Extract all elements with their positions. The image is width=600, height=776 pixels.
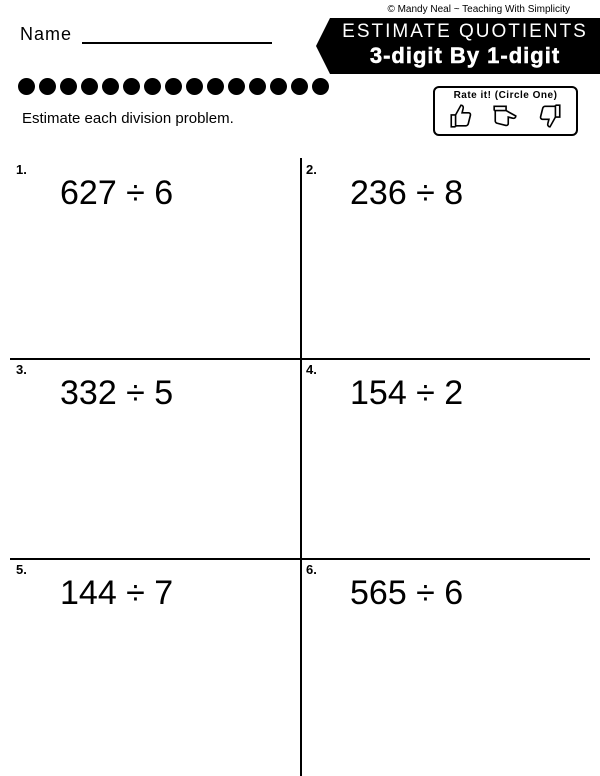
dot-icon [312,78,329,95]
dot-icon [81,78,98,95]
dot-icon [18,78,35,95]
thumbs-up-icon[interactable] [448,103,474,134]
problem-expression: 154 ÷ 2 [350,374,463,413]
dot-icon [39,78,56,95]
problem-number: 3. [16,362,27,377]
rate-it-label: Rate it! (Circle One) [439,90,572,101]
dot-icon [291,78,308,95]
problem-expression: 144 ÷ 7 [60,574,173,613]
rate-it-box: Rate it! (Circle One) [433,86,578,136]
problem-number: 6. [306,562,317,577]
rate-icons [439,103,572,134]
copyright-text: © Mandy Neal ~ Teaching With Simplicity [387,4,570,15]
problem-cell: 2. 236 ÷ 8 [300,158,590,358]
name-label: Name [20,24,72,45]
thumbs-side-icon[interactable] [492,103,518,134]
problem-number: 1. [16,162,27,177]
problem-expression: 565 ÷ 6 [350,574,463,613]
thumbs-down-icon[interactable] [537,103,563,134]
dot-icon [186,78,203,95]
problem-cell: 4. 154 ÷ 2 [300,358,590,558]
title-line1: ESTIMATE QUOTIENTS [336,21,594,43]
problem-number: 4. [306,362,317,377]
problem-cell: 1. 627 ÷ 6 [10,158,300,358]
problem-number: 5. [16,562,27,577]
dot-icon [123,78,140,95]
problem-number: 2. [306,162,317,177]
dot-icon [102,78,119,95]
problem-expression: 627 ÷ 6 [60,174,173,213]
problem-expression: 236 ÷ 8 [350,174,463,213]
dot-icon [270,78,287,95]
dot-icon [144,78,161,95]
title-line2: 3-digit By 1-digit [336,43,594,69]
problem-grid: 1. 627 ÷ 6 2. 236 ÷ 8 3. 332 ÷ 5 4. 154 … [10,158,590,776]
dot-icon [207,78,224,95]
problem-expression: 332 ÷ 5 [60,374,173,413]
dot-icon [60,78,77,95]
dot-icon [165,78,182,95]
instructions-text: Estimate each division problem. [22,110,234,127]
problem-cell: 6. 565 ÷ 6 [300,558,590,758]
decorative-dots [18,78,329,95]
problem-cell: 5. 144 ÷ 7 [10,558,300,758]
header: Name ESTIMATE QUOTIENTS 3-digit By 1-dig… [20,18,600,74]
name-input-line[interactable] [82,42,272,44]
title-banner: ESTIMATE QUOTIENTS 3-digit By 1-digit [316,18,600,74]
dot-icon [249,78,266,95]
dot-icon [228,78,245,95]
problem-cell: 3. 332 ÷ 5 [10,358,300,558]
